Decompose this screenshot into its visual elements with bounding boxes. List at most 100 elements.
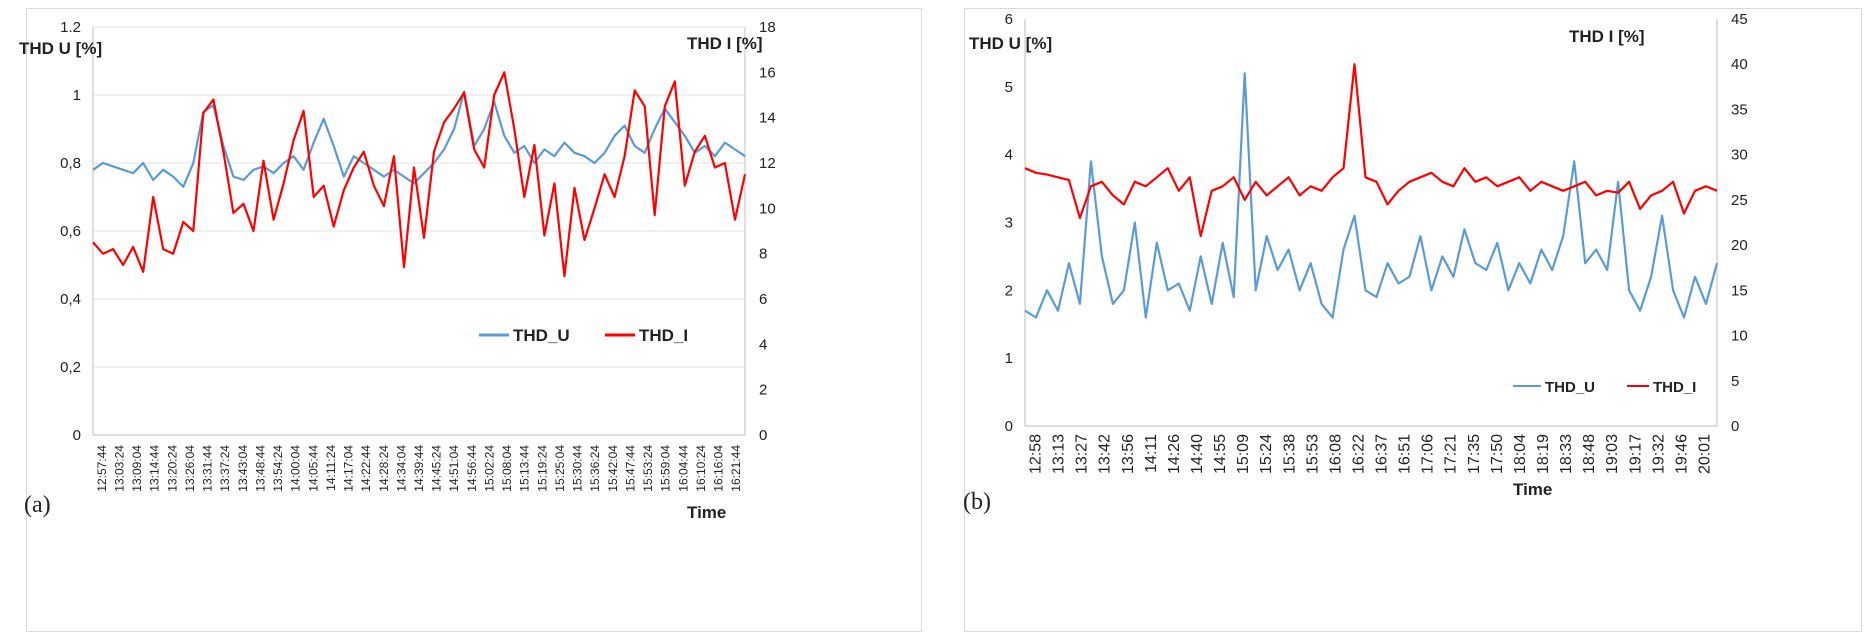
y-right-tick-label: 30 [1731, 147, 1748, 164]
y-right-tick-label: 25 [1731, 192, 1748, 209]
series-line-thd-i [1024, 63, 1718, 238]
x-tick-label: 14:11 [1143, 434, 1160, 473]
x-tick-label: 15:30:44 [571, 445, 585, 492]
x-tick-label: 19:46 [1673, 434, 1690, 474]
x-tick-label: 13:43:04 [236, 445, 250, 492]
x-tick-label: 14:56:44 [465, 445, 479, 492]
x-tick-label: 18:04 [1512, 434, 1529, 474]
y-left-tick-label: 0 [73, 427, 81, 444]
x-tick-label: 13:13 [1051, 434, 1068, 474]
x-tick-label: 18:33 [1558, 434, 1575, 474]
y-right-tick-label: 0 [759, 427, 767, 444]
x-tick-label: 16:08 [1327, 434, 1344, 474]
x-tick-label: 13:14:44 [148, 445, 162, 492]
x-tick-label: 15:53 [1304, 434, 1321, 474]
y-right-tick-label: 12 [759, 155, 776, 172]
y-right-tick-label: 5 [1731, 373, 1739, 390]
x-tick-label: 14:17:04 [342, 445, 356, 492]
y-left-tick-label: 1.2 [60, 19, 81, 36]
y-left-tick-label: 0,6 [60, 223, 81, 240]
x-tick-label: 15:59:04 [659, 445, 673, 492]
y-left-axis-title: THD U [%] [969, 34, 1052, 53]
y-right-tick-label: 18 [759, 19, 776, 36]
legend-label-thd-i: THD_I [1653, 379, 1696, 396]
y-right-tick-label: 2 [759, 382, 767, 399]
y-left-tick-label: 1 [73, 87, 81, 104]
x-tick-label: 15:53:24 [641, 445, 655, 492]
series-line-thd-i [92, 71, 747, 278]
x-axis-title: Time [1513, 480, 1552, 499]
y-right-tick-label: 10 [759, 200, 776, 217]
x-tick-label: 14:11:24 [324, 445, 338, 491]
x-tick-label: 19:32 [1650, 434, 1667, 474]
x-tick-label: 13:26:04 [183, 445, 197, 492]
x-tick-label: 15:02:24 [482, 445, 496, 492]
x-tick-label: 12:58 [1028, 434, 1045, 474]
x-tick-label: 16:04:44 [676, 445, 690, 492]
y-right-axis-title: THD I [%] [687, 34, 763, 53]
x-tick-label: 15:38 [1281, 434, 1298, 474]
x-tick-label: 16:22 [1350, 434, 1367, 474]
x-tick-label: 20:01 [1696, 434, 1713, 474]
y-right-tick-label: 0 [1731, 418, 1739, 435]
y-left-axis-title: THD U [%] [19, 39, 102, 58]
x-tick-label: 15:24 [1258, 434, 1275, 474]
x-tick-label: 13:54:24 [271, 445, 285, 492]
x-tick-label: 13:56 [1120, 434, 1137, 474]
y-right-tick-label: 14 [759, 110, 776, 127]
x-tick-label: 15:47:44 [623, 445, 637, 492]
y-right-tick-label: 45 [1731, 11, 1748, 28]
x-tick-label: 14:22:44 [359, 445, 373, 492]
chart-panel-a: 0 0,2 0,4 0,6 0,8 1 1.2 0 2 4 6 8 10 12 14 16 18 12:57:44… [19, 8, 922, 632]
y-left-tick-label: 0 [1005, 418, 1013, 435]
x-tick-label: 16:21:44 [729, 445, 743, 492]
x-tick-label: 13:20:24 [165, 445, 179, 492]
x-tick-label: 14:05:44 [306, 445, 320, 492]
x-tick-label: 16:51 [1397, 434, 1414, 474]
y-left-tick-label: 5 [1005, 79, 1013, 96]
x-tick-label: 14:34:04 [394, 445, 408, 492]
x-tick-label: 17:35 [1466, 434, 1483, 474]
x-tick-label: 13:09:04 [130, 445, 144, 492]
x-tick-label: 17:50 [1489, 434, 1506, 474]
x-tick-label: 18:19 [1535, 434, 1552, 474]
x-tick-label: 15:08:04 [500, 445, 514, 492]
x-tick-label: 14:45:24 [430, 445, 444, 492]
x-tick-label: 14:00:04 [289, 445, 303, 492]
y-right-axis-title: THD I [%] [1569, 27, 1645, 46]
x-tick-label: 15:25:04 [553, 445, 567, 492]
x-tick-label: 13:31:44 [201, 445, 215, 492]
y-right-tick-label: 16 [759, 64, 776, 81]
x-tick-label: 14:39:44 [412, 445, 426, 492]
x-tick-label: 19:03 [1604, 434, 1621, 474]
legend-label-thd-u: THD_U [513, 326, 570, 345]
y-left-tick-label: 6 [1005, 11, 1013, 28]
x-tick-label: 13:42 [1097, 434, 1114, 474]
x-tick-label: 14:40 [1189, 434, 1206, 474]
x-tick-label: 16:16:04 [712, 445, 726, 492]
x-tick-label: 13:27 [1074, 434, 1091, 474]
y-left-tick-label: 1 [1005, 350, 1013, 367]
x-axis-title: Time [687, 503, 726, 522]
x-tick-label: 13:37:24 [218, 445, 232, 492]
chart-a-svg: 0 0,2 0,4 0,6 0,8 1 1.2 0 2 4 6 8 10 12 14 16 18 12:57:44… [19, 19, 776, 522]
y-right-tick-label: 10 [1731, 328, 1748, 345]
x-tick-label: 13:03:24 [112, 445, 126, 492]
series-line-thd-u [1024, 72, 1719, 319]
y-right-tick-label: 6 [759, 291, 767, 308]
chart-panel-b: 0 1 2 3 4 5 6 0 5 10 15 20 25 30 35 40 45 12:58 13:13 13:27… [963, 8, 1862, 632]
x-tick-label: 15:19:24 [535, 445, 549, 492]
x-tick-label: 15:36:24 [588, 445, 602, 492]
y-right-tick-label: 40 [1731, 56, 1748, 73]
x-tick-label: 13:48:44 [253, 445, 267, 492]
x-tick-label: 14:55 [1212, 434, 1229, 474]
x-tick-label: 12:57:44 [95, 445, 109, 492]
x-tick-label: 19:17 [1627, 434, 1644, 474]
y-right-tick-label: 8 [759, 246, 767, 263]
y-left-tick-label: 0,2 [60, 359, 81, 376]
y-left-tick-label: 3 [1005, 215, 1013, 232]
y-right-tick-label: 15 [1731, 282, 1748, 299]
legend-label-thd-u: THD_U [1545, 379, 1595, 396]
x-tick-label: 15:09 [1235, 434, 1252, 474]
